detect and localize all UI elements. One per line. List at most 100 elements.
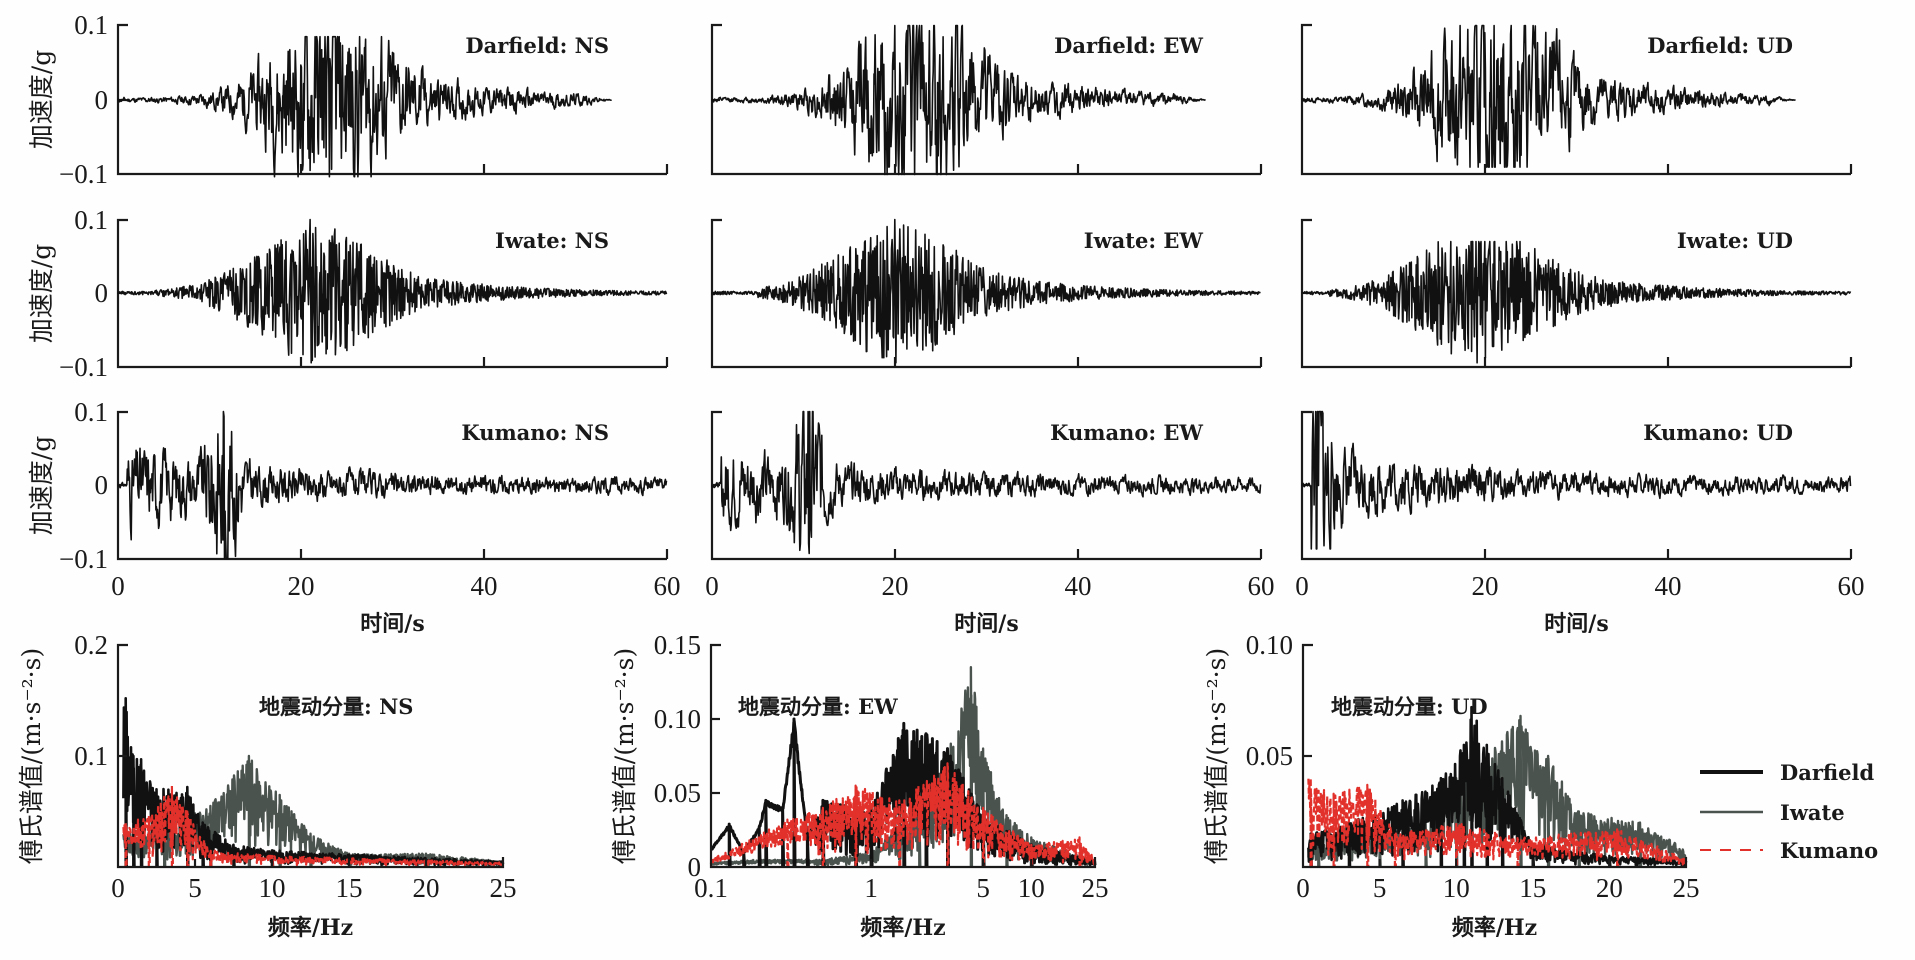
- fourier-panel-fs-ud: 0.05 0.10 0 5 10 15 20 25 频率/Hz 傅氏谱值/(m·s⁻²·s) 地震动…: [1202, 630, 1700, 941]
- waveform-line: [117, 410, 668, 560]
- y-tick-label: −0.1: [59, 159, 108, 189]
- y-tick-label: 0.10: [1246, 630, 1293, 660]
- legend: Darfield Iwate Kumano: [1700, 760, 1878, 863]
- x-tick-label: 40: [471, 571, 498, 601]
- y-axis-label: 傅氏谱值/(m·s⁻²·s): [610, 648, 639, 864]
- x-tick-label: 20: [1596, 873, 1623, 903]
- y-axis-label: 加速度/g: [27, 50, 56, 149]
- x-tick-label: 60: [1838, 571, 1865, 601]
- y-tick-label: 0.10: [654, 704, 701, 734]
- axis-frame: [1301, 643, 1688, 869]
- panel-title: Darfield: EW: [1054, 33, 1203, 58]
- y-tick-label: 0.15: [654, 630, 701, 660]
- x-tick-label: 10: [1443, 873, 1470, 903]
- time-panel-iwate-ud: Iwate: UD: [1300, 218, 1853, 369]
- y-axis-label: 加速度/g: [27, 244, 56, 343]
- x-tick-label: 40: [1065, 571, 1092, 601]
- x-tick-label: 0: [705, 571, 719, 601]
- x-tick-label: 15: [336, 873, 363, 903]
- time-panel-darfield-ew: Darfield: EW: [710, 23, 1263, 176]
- x-tick-label: 20: [1472, 571, 1499, 601]
- x-tick-label: 10: [259, 873, 286, 903]
- time-panel-kumano-ud: Kumano: UD 0 20 40 60 时间/s: [1295, 410, 1865, 637]
- spectrum-line-kumano: [1307, 777, 1688, 868]
- y-tick-label: −0.1: [59, 544, 108, 574]
- legend-label-iwate: Iwate: [1780, 800, 1845, 825]
- y-tick-label: 0.05: [1246, 741, 1293, 771]
- x-tick-label: 0: [111, 571, 125, 601]
- x-tick-label: 5: [188, 873, 202, 903]
- x-tick-label: 5: [976, 873, 990, 903]
- time-panel-kumano-ew: Kumano: EW 0 20 40 60 时间/s: [705, 410, 1275, 637]
- y-tick-label: 0.2: [74, 630, 108, 660]
- panel-title: 地震动分量: EW: [738, 694, 898, 719]
- x-tick-label: 60: [1248, 571, 1275, 601]
- y-axis-label: 傅氏谱值/(m·s⁻²·s): [1202, 648, 1231, 864]
- x-axis-label: 时间/s: [360, 611, 424, 637]
- y-tick-label: −0.1: [59, 352, 108, 382]
- panel-title: 地震动分量: NS: [259, 694, 413, 719]
- waveform-line: [711, 24, 1206, 176]
- x-tick-label: 25: [1082, 873, 1109, 903]
- x-axis-label: 时间/s: [1544, 611, 1608, 637]
- legend-label-kumano: Kumano: [1780, 838, 1878, 863]
- waveform-line: [117, 35, 612, 178]
- x-tick-label: 60: [654, 571, 681, 601]
- x-axis-label: 时间/s: [954, 611, 1018, 637]
- x-tick-label: 40: [1655, 571, 1682, 601]
- y-tick-label: 0: [95, 85, 109, 115]
- x-axis-label: 频率/Hz: [1452, 915, 1537, 941]
- y-tick-label: 0.1: [74, 205, 108, 235]
- legend-label-darfield: Darfield: [1780, 760, 1874, 785]
- waveform-line: [1301, 410, 1852, 550]
- time-panel-darfield-ud: Darfield: UD: [1300, 23, 1853, 176]
- spectrum-line-kumano: [122, 784, 504, 868]
- time-panel-iwate-ew: Iwate: EW: [710, 218, 1263, 369]
- x-tick-label: 0.1: [694, 873, 728, 903]
- panel-title: Kumano: NS: [461, 420, 609, 445]
- panel-title: Iwate: UD: [1677, 228, 1793, 253]
- y-tick-label: 0.1: [74, 397, 108, 427]
- y-tick-label: 0.1: [74, 741, 108, 771]
- panel-title: 地震动分量: UD: [1331, 694, 1488, 719]
- x-tick-label: 10: [1018, 873, 1045, 903]
- waveform-line: [711, 410, 1262, 555]
- x-tick-label: 25: [490, 873, 517, 903]
- y-tick-label: 0: [95, 278, 109, 308]
- spectrum-line-kumano: [709, 762, 1097, 868]
- x-tick-label: 25: [1673, 873, 1700, 903]
- x-axis-label: 频率/Hz: [268, 915, 353, 941]
- panel-title: Kumano: UD: [1643, 420, 1793, 445]
- y-tick-label: 0: [95, 470, 109, 500]
- x-axis-label: 频率/Hz: [860, 915, 945, 941]
- x-tick-label: 20: [288, 571, 315, 601]
- waveform-line: [1301, 24, 1796, 168]
- panel-title: Kumano: EW: [1050, 420, 1203, 445]
- x-tick-label: 0: [111, 873, 125, 903]
- waveform-line: [117, 218, 668, 364]
- y-tick-label: 0: [688, 852, 702, 882]
- axis-frame: [709, 643, 1097, 869]
- y-axis-label: 加速度/g: [27, 436, 56, 535]
- y-tick-label: 0.1: [74, 10, 108, 40]
- fourier-panel-fs-ns: 0.1 0.2 0 5 10 15 20 25 频率/Hz 傅氏谱值/(m·s⁻²·s) 地震动分量…: [17, 630, 517, 941]
- y-tick-label: 0.05: [654, 778, 701, 808]
- waveform-line: [1301, 240, 1852, 364]
- x-tick-label: 15: [1519, 873, 1546, 903]
- panel-title: Darfield: UD: [1647, 33, 1793, 58]
- panel-title: Darfield: NS: [465, 33, 609, 58]
- x-tick-label: 0: [1296, 873, 1310, 903]
- waveform-line: [711, 218, 1261, 364]
- x-tick-label: 0: [1295, 571, 1309, 601]
- panel-title: Iwate: NS: [495, 228, 609, 253]
- axis-frame: [116, 643, 505, 869]
- y-axis-label: 傅氏谱值/(m·s⁻²·s): [17, 648, 46, 864]
- x-tick-label: 1: [864, 873, 878, 903]
- fourier-panel-fs-ew: 0 0.05 0.10 0.15 0.1 1 5 10 25 频率/Hz 傅氏谱值/(m·s⁻²·s…: [610, 630, 1109, 941]
